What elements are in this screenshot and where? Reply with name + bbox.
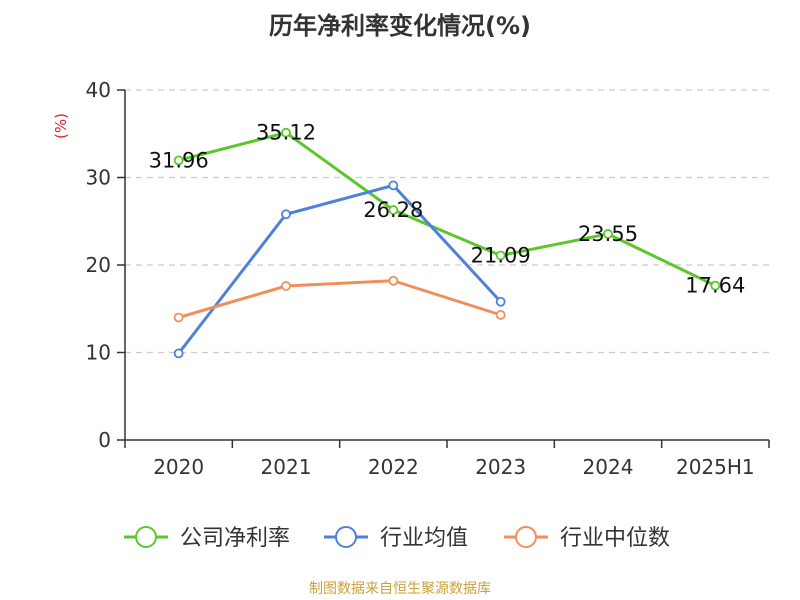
series-line — [177, 183, 502, 355]
data-point — [710, 280, 721, 291]
data-labels: 31.96 35.12 26.28 21.09 23.55 17.64 — [149, 121, 746, 298]
y-axis-label: (%) — [52, 113, 70, 139]
y-tick-label: 30 — [86, 166, 111, 190]
x-tick-label: 2023 — [475, 455, 526, 479]
legend-marker — [135, 526, 157, 548]
data-point — [173, 155, 184, 166]
x-tick-label: 2024 — [583, 455, 634, 479]
data-point — [281, 209, 291, 220]
data-label: 26.28 — [363, 198, 423, 222]
series-line — [178, 131, 716, 288]
data-label: 17.64 — [685, 274, 745, 298]
y-tick-label: 20 — [86, 253, 111, 277]
x-tick-label: 2020 — [153, 455, 204, 479]
source-note: 制图数据来自恒生聚源数据库 — [309, 581, 491, 597]
series-line — [178, 279, 502, 319]
data-label: 23.55 — [578, 222, 638, 246]
legend-label: 行业中位数 — [560, 526, 670, 551]
data-point — [603, 229, 613, 239]
y-tick-label: 0 — [98, 428, 111, 452]
y-tick-label: 40 — [86, 78, 111, 102]
data-point — [388, 275, 399, 286]
chart-title: 历年净利率变化情况(%) — [269, 12, 531, 40]
legend-label: 公司净利率 — [180, 526, 290, 551]
series-lines — [177, 131, 716, 355]
legend-marker — [515, 526, 537, 548]
legend-marker — [335, 526, 357, 548]
series-points — [173, 127, 721, 359]
data-point — [495, 250, 506, 261]
data-point — [173, 348, 184, 359]
data-point — [173, 312, 184, 323]
legend-item: 行业均值 — [324, 526, 468, 551]
data-point — [495, 296, 506, 307]
grid-lines — [125, 89, 769, 354]
x-tick-label: 2021 — [261, 455, 312, 479]
legend-label: 行业均值 — [380, 526, 468, 551]
axes: 0 10 20 30 40 2020 2021 2022 2023 2024 2025H1 — [86, 78, 770, 479]
data-label: 21.09 — [471, 243, 531, 267]
data-label: 31.96 — [149, 148, 209, 172]
data-point — [281, 281, 291, 291]
data-point — [495, 309, 506, 320]
legend-item: 行业中位数 — [504, 526, 670, 551]
y-tick-label: 10 — [86, 341, 111, 365]
legend-item: 公司净利率 — [124, 526, 290, 551]
x-tick-label: 2025H1 — [676, 455, 755, 479]
legend: 公司净利率 行业均值 行业中位数 — [124, 526, 670, 551]
x-tick-label: 2022 — [368, 455, 419, 479]
data-label: 35.12 — [256, 121, 316, 145]
data-point — [388, 205, 399, 215]
data-point — [281, 127, 291, 138]
data-point — [388, 180, 399, 191]
